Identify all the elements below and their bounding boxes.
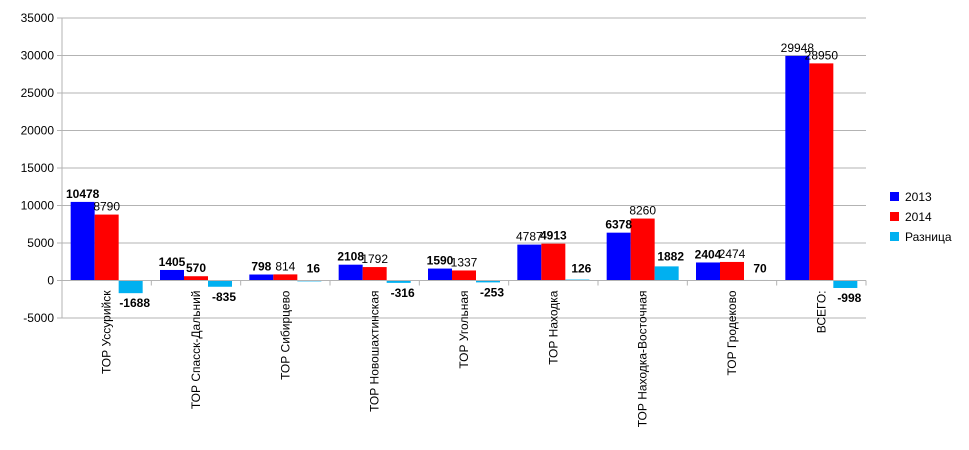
y-tick-label: 30000 — [21, 49, 55, 63]
legend-swatch-2014 — [890, 212, 899, 221]
data-label-2013-1: 1405 — [159, 255, 186, 269]
category-labels: ТОР Уссурийск ТОР Спасск-Дальний ТОР Сибир… — [100, 290, 829, 428]
y-tick-label: -5000 — [23, 311, 54, 325]
bar-Разница-0 — [118, 280, 143, 294]
data-label-Разница-6: 1882 — [657, 249, 684, 263]
legend-label-2014: 2014 — [905, 210, 932, 224]
data-label-2014-0: 8790 — [93, 200, 120, 214]
bar-2013-3 — [338, 264, 363, 281]
data-label-2014-1: 570 — [186, 261, 206, 275]
data-label-Разница-4: -253 — [480, 285, 504, 299]
data-label-Разница-8: -998 — [837, 291, 861, 305]
bar-2013-8 — [785, 55, 810, 281]
data-label-2013-6: 6378 — [605, 218, 632, 232]
y-tick-label: 0 — [47, 274, 54, 288]
data-labels: 10478 1405 798 2108 1590 4787 6378 2404 29948 879… — [66, 41, 862, 310]
data-label-2014-5: 4913 — [540, 229, 567, 243]
category-label-5: ТОР Находка — [546, 290, 560, 365]
legend-label-Разница: Разница — [905, 230, 952, 244]
category-label-6: ТОР Находка-Восточная — [636, 291, 650, 428]
bar-2014-8 — [809, 63, 834, 281]
category-label-8: ВСЕГО: — [814, 291, 828, 334]
bar-2013-0 — [70, 201, 95, 281]
bar-Разница-8 — [833, 280, 858, 288]
y-axis-ticks: -5000 0 5000 10000 15000 20000 25000 30000 35000 — [21, 11, 63, 325]
y-tick-label: 10000 — [21, 199, 55, 213]
bar-Разница-1 — [208, 280, 232, 287]
y-tick-label: 15000 — [21, 161, 55, 175]
data-label-2014-7: 2474 — [719, 247, 746, 261]
category-label-3: ТОР Новошахтинская — [368, 291, 382, 412]
data-label-2014-6: 8260 — [629, 204, 656, 218]
data-label-2013-3: 2108 — [337, 250, 364, 264]
legend-swatch-2013 — [890, 192, 899, 201]
bar-Разница-4 — [476, 280, 500, 283]
bar-2014-2 — [273, 274, 298, 281]
bar-2013-7 — [696, 262, 720, 281]
bar-Разница-3 — [386, 280, 411, 283]
bar-2014-7 — [720, 261, 744, 281]
data-label-Разница-0: -1688 — [119, 296, 150, 310]
bar-2014-6 — [630, 218, 655, 281]
data-label-2013-7: 2404 — [695, 247, 722, 261]
category-label-2: ТОР Сибирцево — [278, 290, 292, 380]
bar-Разница-6 — [654, 266, 679, 281]
data-label-2014-8: 28950 — [805, 48, 839, 62]
bar-2014-3 — [362, 267, 387, 281]
legend-label-2013: 2013 — [905, 190, 932, 204]
category-label-0: ТОР Уссурийск — [100, 290, 114, 374]
bar-2014-5 — [541, 243, 566, 281]
legend: 2013 2014 Разница — [890, 190, 952, 244]
bar-2014-1 — [184, 276, 208, 281]
data-label-2014-3: 1792 — [361, 252, 388, 266]
data-label-2013-4: 1590 — [427, 254, 454, 268]
category-label-4: ТОР Угольная — [457, 291, 471, 369]
data-label-2013-0: 10478 — [66, 187, 100, 201]
data-label-2014-4: 1337 — [451, 255, 478, 269]
data-label-2013-8: 29948 — [781, 41, 815, 55]
bar-2014-0 — [94, 214, 119, 281]
data-label-2014-2: 814 — [275, 259, 295, 273]
bar-2013-1 — [160, 269, 184, 281]
data-label-Разница-3: -316 — [391, 286, 415, 300]
data-label-2013-2: 798 — [251, 260, 271, 274]
bar-2014-4 — [452, 270, 476, 281]
bar-2013-2 — [249, 274, 274, 281]
data-label-Разница-5: 126 — [571, 262, 591, 276]
data-label-Разница-2: 16 — [307, 262, 321, 276]
y-tick-label: 20000 — [21, 124, 55, 138]
category-label-1: ТОР Спасск-Дальний — [189, 291, 203, 410]
bars — [70, 55, 858, 294]
data-label-Разница-7: 70 — [753, 262, 767, 276]
data-label-Разница-1: -835 — [212, 290, 236, 304]
y-tick-label: 5000 — [27, 236, 54, 250]
bar-2013-6 — [606, 232, 631, 281]
zero-axis — [61, 280, 867, 286]
y-tick-label: 35000 — [21, 11, 55, 25]
bar-2013-5 — [517, 244, 542, 281]
data-label-2013-5: 4787 — [516, 230, 543, 244]
legend-swatch-Разница — [890, 232, 899, 241]
y-tick-label: 25000 — [21, 86, 55, 100]
category-label-7: ТОР Гродеково — [725, 290, 739, 375]
bar-2013-4 — [428, 268, 452, 281]
